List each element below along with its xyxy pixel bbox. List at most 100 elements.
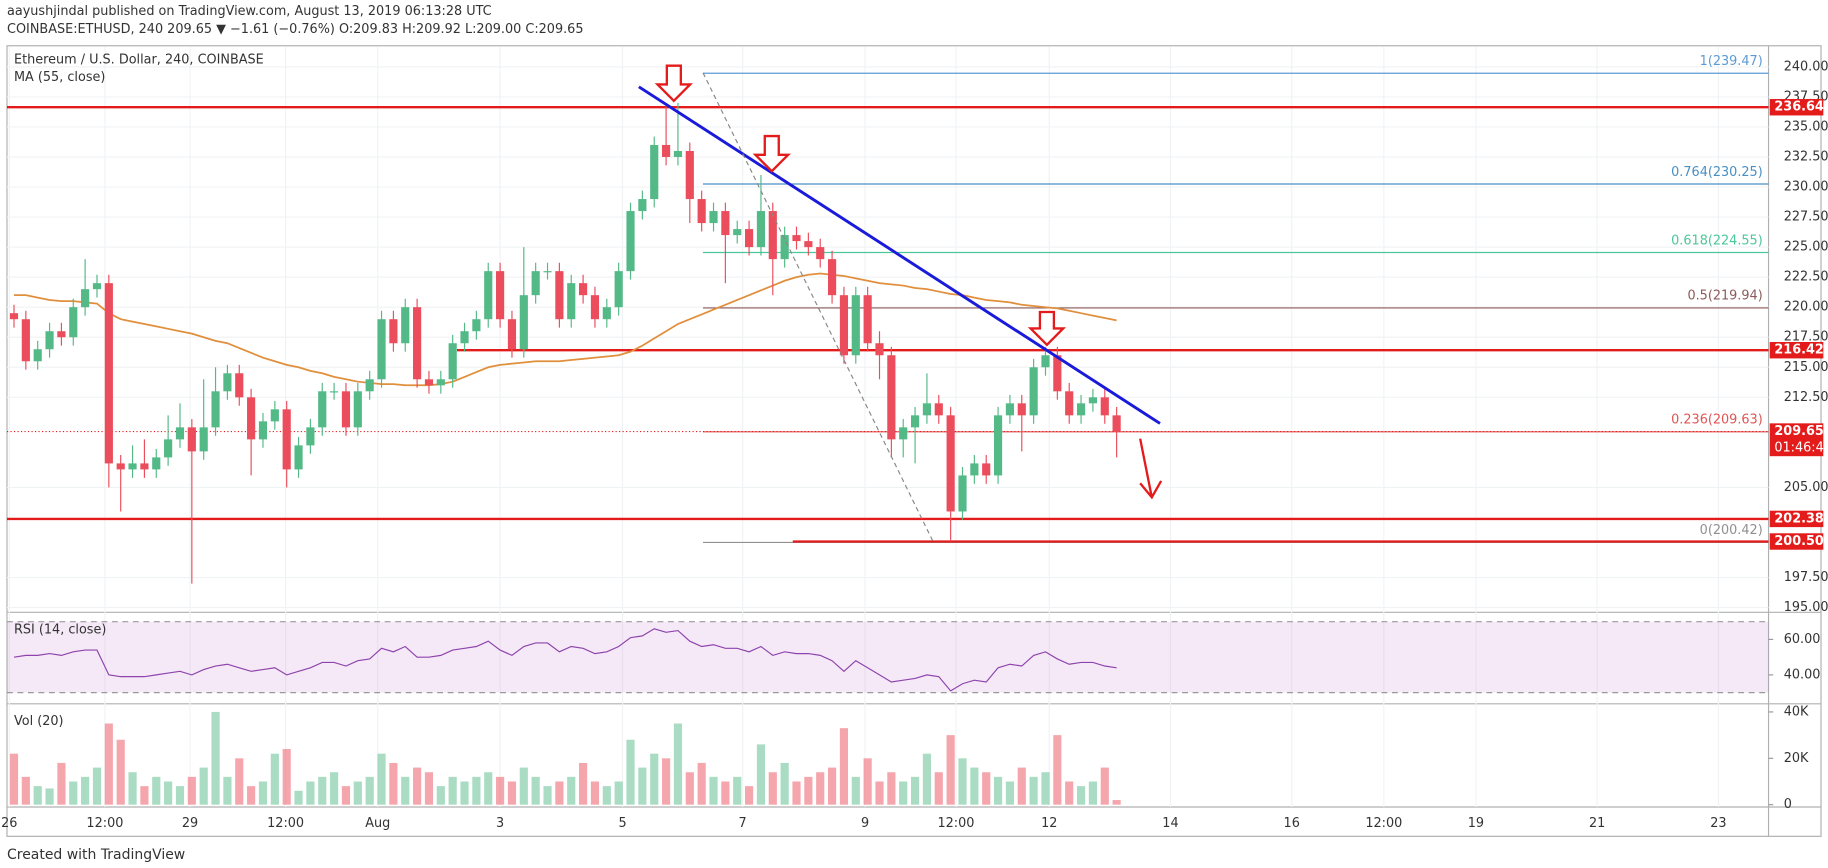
volume-bar bbox=[709, 776, 718, 805]
volume-bar bbox=[555, 781, 564, 805]
y-tick-label: 215.00 bbox=[1784, 360, 1828, 375]
level-badge bbox=[1769, 341, 1824, 359]
ticker-line: COINBASE:ETHUSD, 240 209.65 ▼ −1.61 (−0.… bbox=[7, 22, 584, 37]
volume-bar bbox=[175, 786, 185, 805]
volume-bar bbox=[448, 776, 457, 805]
volume-bar bbox=[424, 772, 434, 805]
candle-body bbox=[140, 463, 149, 470]
volume-bar bbox=[116, 739, 125, 805]
candle-body bbox=[341, 391, 351, 428]
volume-bar bbox=[543, 786, 552, 805]
volume-bar bbox=[389, 762, 398, 805]
y-tick-label: 232.50 bbox=[1784, 149, 1828, 164]
x-tick-label: Aug bbox=[365, 816, 390, 831]
volume-bar bbox=[745, 786, 754, 805]
level-label: 202.38 bbox=[1774, 511, 1824, 526]
level-badge bbox=[1769, 99, 1824, 116]
candle-body bbox=[306, 427, 315, 446]
volume-bar bbox=[970, 767, 979, 805]
candle-body bbox=[318, 391, 327, 428]
volume-bar bbox=[496, 776, 505, 805]
volume-bar bbox=[1053, 735, 1062, 805]
candle-body bbox=[199, 427, 208, 452]
volume-bar bbox=[57, 762, 66, 805]
candle-body bbox=[792, 235, 801, 242]
volume-bar bbox=[780, 762, 789, 805]
volume-bar bbox=[602, 786, 611, 805]
x-tick-label: 23 bbox=[1710, 816, 1726, 831]
chart-title: Ethereum / U.S. Dollar, 240, COINBASE bbox=[14, 52, 264, 67]
candle-body bbox=[175, 427, 185, 440]
volume-bar bbox=[81, 776, 90, 805]
candle-body bbox=[21, 319, 30, 362]
candle-body bbox=[685, 150, 694, 200]
level-label: 216.42 bbox=[1774, 343, 1823, 358]
candle-body bbox=[69, 307, 78, 338]
candle-body bbox=[270, 409, 279, 422]
rsi-label: RSI (14, close) bbox=[14, 622, 106, 637]
candle-body bbox=[507, 319, 517, 350]
volume-bar bbox=[638, 767, 647, 805]
volume-bar bbox=[590, 781, 600, 805]
volume-bar bbox=[152, 776, 161, 805]
volume-bar bbox=[282, 749, 291, 805]
candle-body bbox=[9, 313, 19, 320]
y-tick-label: 205.00 bbox=[1784, 480, 1828, 495]
volume-bar bbox=[507, 781, 517, 805]
volume-bar bbox=[792, 781, 801, 805]
volume-bar bbox=[187, 776, 196, 805]
fib-label: 0.5(219.94) bbox=[1687, 289, 1762, 304]
candle-body bbox=[187, 427, 196, 452]
fib-label: 0.764(230.25) bbox=[1671, 165, 1763, 180]
volume-bar bbox=[1076, 786, 1086, 805]
y-tick-label: 235.00 bbox=[1784, 119, 1828, 134]
footer: Created with TradingView bbox=[7, 847, 185, 863]
candle-body bbox=[1112, 415, 1121, 432]
volume-bar bbox=[306, 781, 315, 805]
fib-label: 0.618(224.55) bbox=[1671, 233, 1763, 248]
volume-bar bbox=[472, 776, 481, 805]
volume-bar bbox=[330, 772, 339, 805]
candle-body bbox=[768, 211, 777, 260]
volume-bar bbox=[33, 786, 42, 805]
volume-bar bbox=[1041, 772, 1050, 805]
candle-body bbox=[413, 307, 422, 380]
volume-bar bbox=[1088, 781, 1097, 805]
arrow bbox=[654, 64, 693, 103]
volume-bar bbox=[768, 772, 777, 805]
x-tick-label: 9 bbox=[861, 816, 869, 831]
x-tick-label: 14 bbox=[1162, 816, 1178, 831]
candle-body bbox=[1076, 403, 1086, 416]
candle-body bbox=[827, 259, 837, 296]
candle-body bbox=[602, 307, 611, 320]
fib-label: 0.236(209.63) bbox=[1671, 413, 1763, 428]
candle-body bbox=[1053, 355, 1062, 392]
volume-bar bbox=[531, 776, 540, 805]
y-tick-label: 217.50 bbox=[1784, 330, 1828, 345]
candle-body bbox=[519, 295, 528, 350]
volume-bar bbox=[235, 758, 244, 805]
candle-body bbox=[543, 271, 552, 273]
volume-bar bbox=[104, 723, 113, 805]
candle-body bbox=[1029, 367, 1038, 416]
moving-average bbox=[13, 272, 1117, 387]
level-badge bbox=[1769, 510, 1824, 528]
candle-body bbox=[1065, 391, 1074, 416]
candle-body bbox=[839, 295, 849, 356]
rsi-line bbox=[13, 628, 1117, 692]
volume-bar bbox=[1029, 776, 1038, 805]
candle-body bbox=[1088, 397, 1097, 404]
y-tick-label: 225.00 bbox=[1784, 240, 1828, 255]
volume-bar bbox=[910, 776, 920, 805]
volume-bar bbox=[934, 772, 943, 805]
volume-bar bbox=[839, 728, 849, 805]
volume-bar bbox=[567, 776, 576, 805]
y-tick-label: 222.50 bbox=[1784, 270, 1828, 285]
candle-body bbox=[460, 331, 469, 344]
x-tick-label: 5 bbox=[618, 816, 626, 831]
fib-label: 1(239.47) bbox=[1700, 54, 1763, 69]
candle-body bbox=[922, 403, 932, 416]
